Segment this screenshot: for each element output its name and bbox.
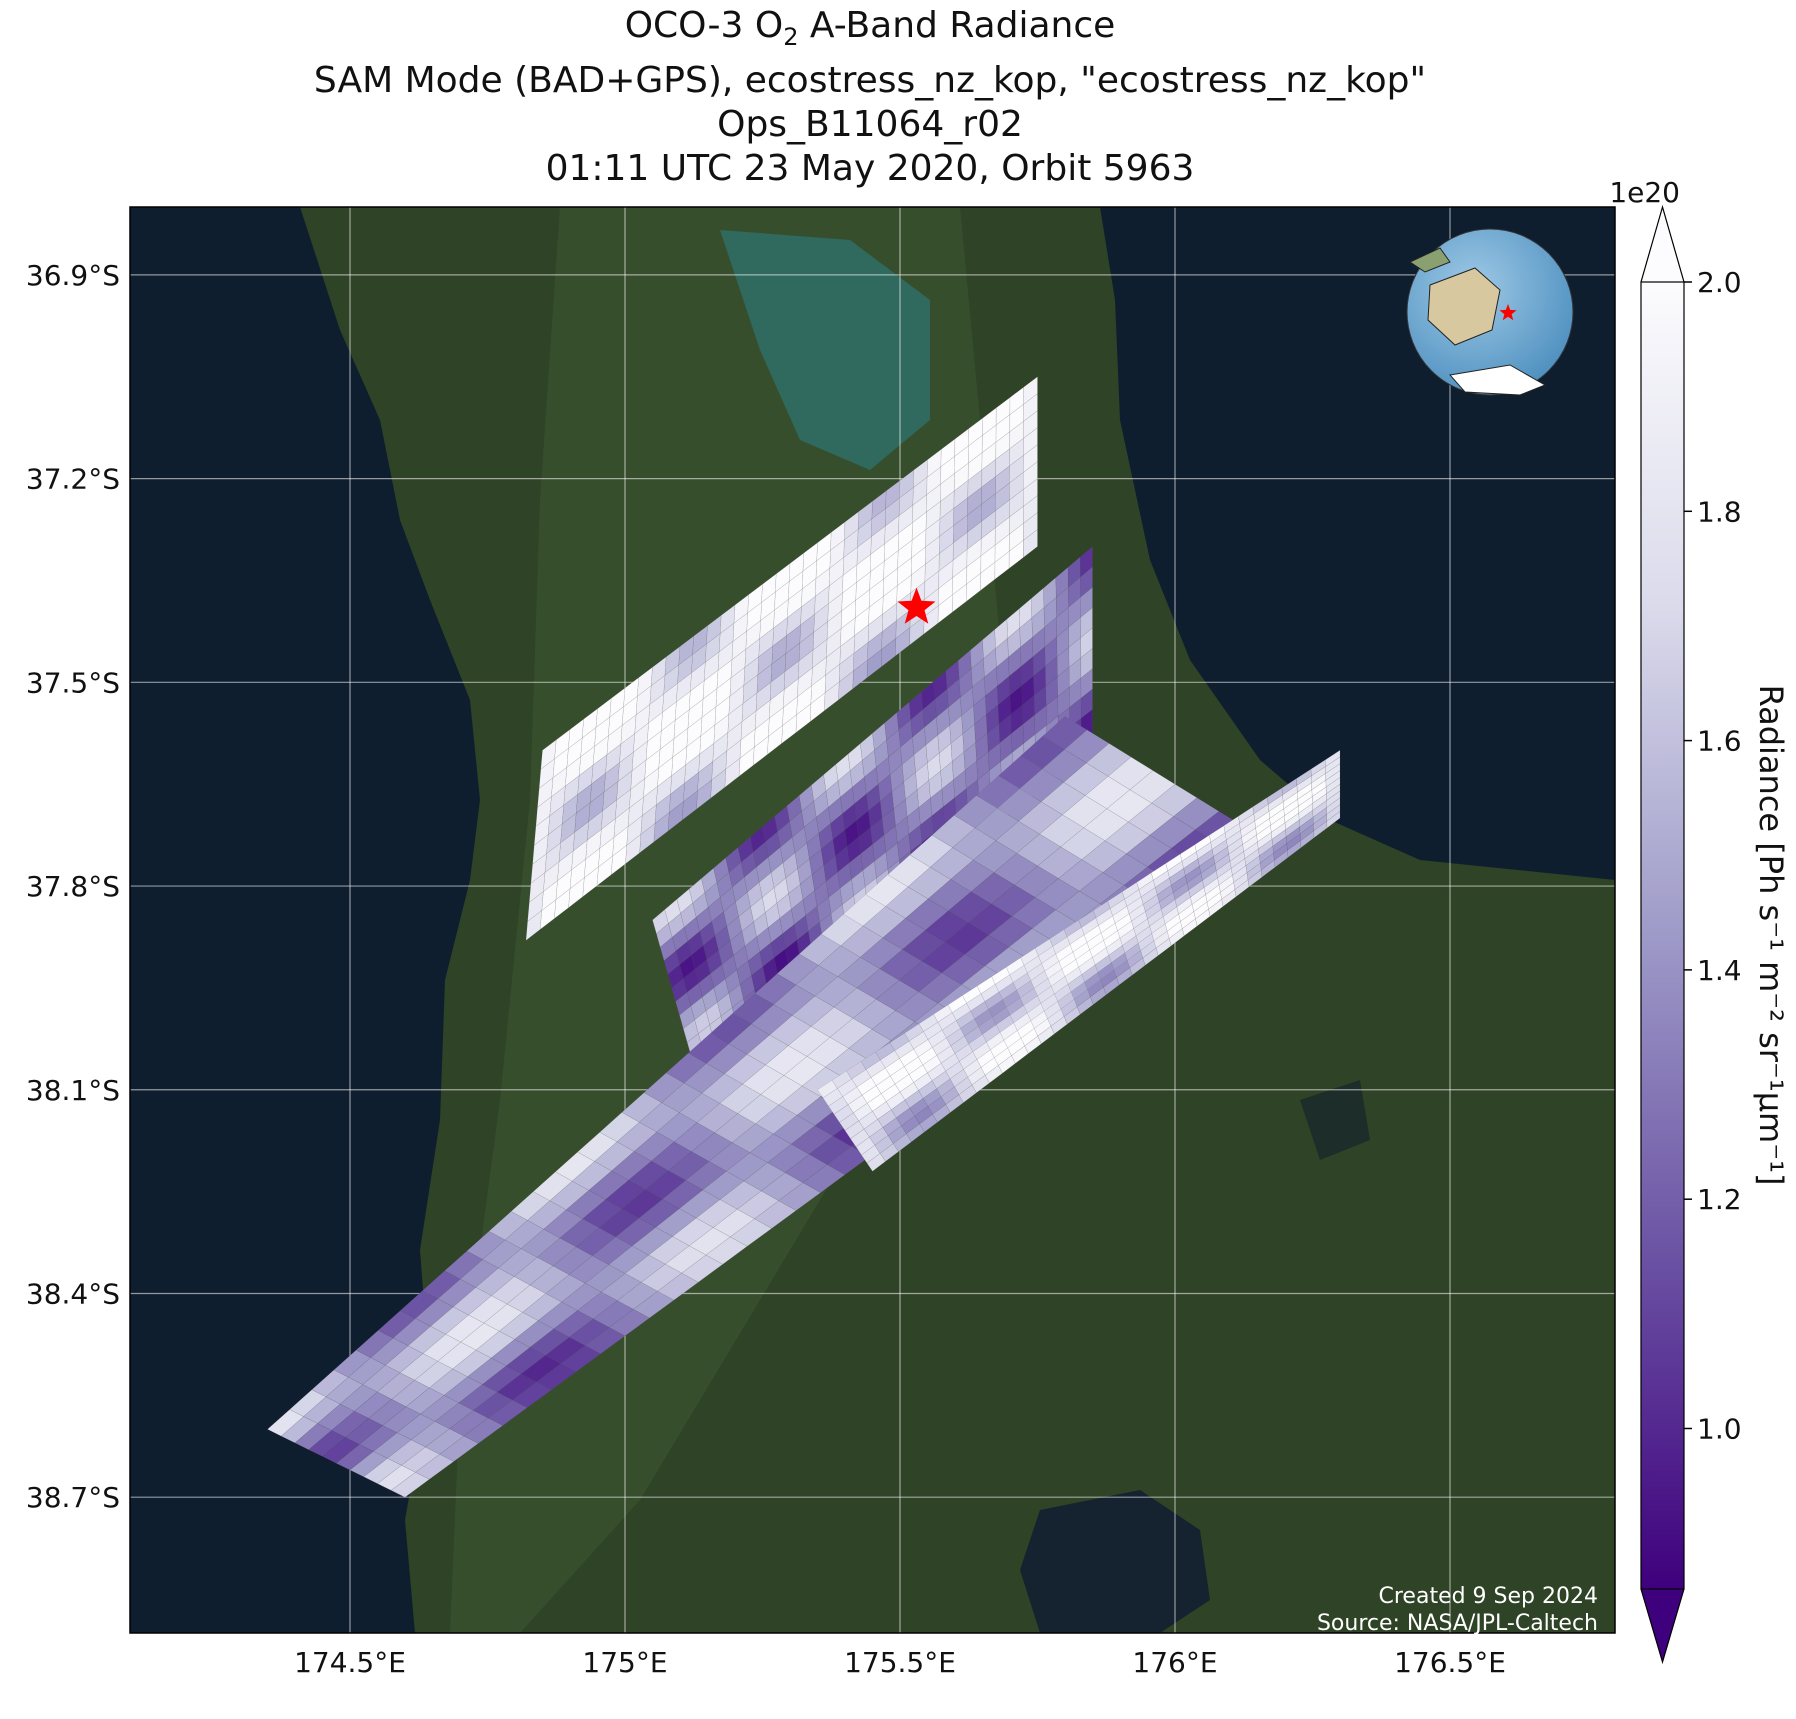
map-title: OCO-3 O2 A-Band Radiance SAM Mode (BAD+G…	[0, 4, 1740, 191]
title-line-1: OCO-3 O2 A-Band Radiance	[624, 5, 1116, 52]
credit-source: Source: NASA/JPL-Caltech	[1317, 1611, 1598, 1636]
lat-tick-label: 36.9°S	[26, 259, 120, 292]
map-frame	[129, 206, 1616, 1634]
lat-tick-label: 37.5°S	[26, 666, 120, 699]
credit-created: Created 9 Sep 2024	[1379, 1584, 1599, 1609]
star-icon	[897, 587, 936, 624]
colorbar-multiplier: 1e20	[1609, 176, 1680, 209]
lon-tick-label: 174.5°E	[294, 1646, 406, 1679]
swath-4	[817, 749, 1341, 1172]
lat-tick-label: 38.1°S	[26, 1074, 120, 1107]
lon-tick-label: 175°E	[582, 1646, 667, 1679]
colorbar: 1e20 1.0 1.2 1.4 1.6 1.8 2.0 Radiance [Ph s⁻¹…	[1609, 176, 1790, 1665]
title-line-2: SAM Mode (BAD+GPS), ecostress_nz_kop, "e…	[313, 60, 1427, 102]
colorbar-tick-label: 1.8	[1697, 495, 1742, 528]
lat-tick-label: 37.2°S	[26, 463, 120, 496]
title-line-3: Ops_B11064_r02	[717, 104, 1023, 146]
lat-tick-label: 37.8°S	[26, 870, 120, 903]
lake-small	[1300, 1080, 1370, 1160]
colorbar-label: Radiance [Ph s⁻¹ m⁻² sr⁻¹μm⁻¹]	[1752, 685, 1790, 1186]
map-area	[130, 207, 1615, 1633]
colorbar-tick-label: 2.0	[1697, 266, 1742, 299]
lon-tick-label: 175.5°E	[844, 1646, 956, 1679]
radiance-swaths	[267, 376, 1341, 1498]
coastal-bay	[720, 230, 930, 470]
swath-1	[525, 376, 1038, 941]
colorbar-gradient	[1641, 282, 1684, 1589]
globe-icon	[1406, 228, 1574, 396]
colorbar-tick-label: 1.4	[1697, 954, 1742, 987]
lat-tick-label: 38.7°S	[26, 1481, 120, 1514]
colorbar-tick-label: 1.0	[1697, 1412, 1742, 1445]
colorbar-tick-label: 1.6	[1697, 725, 1742, 758]
lake	[1020, 1490, 1210, 1633]
colorbar-ticks: 1.0 1.2 1.4 1.6 1.8 2.0	[1684, 266, 1742, 1445]
footprint	[1326, 811, 1341, 829]
lat-tick-label: 38.4°S	[26, 1277, 120, 1310]
lon-tick-label: 176°E	[1132, 1646, 1217, 1679]
lon-tick-label: 176.5°E	[1394, 1646, 1506, 1679]
lat-tick-labels: 36.9°S 37.2°S 37.5°S 37.8°S 38.1°S 38.4°S 38.7…	[26, 259, 120, 1514]
colorbar-tick-label: 1.2	[1697, 1183, 1742, 1216]
title-line-4: 01:11 UTC 23 May 2020, Orbit 5963	[545, 148, 1195, 190]
colorbar-extend-max	[1640, 204, 1685, 283]
footprint	[1023, 529, 1038, 558]
globe-star-icon	[1499, 304, 1517, 321]
colorbar-extend-min	[1640, 1588, 1685, 1665]
lon-tick-labels: 174.5°E 175°E 175.5°E 176°E 176.5°E	[294, 1646, 1506, 1679]
